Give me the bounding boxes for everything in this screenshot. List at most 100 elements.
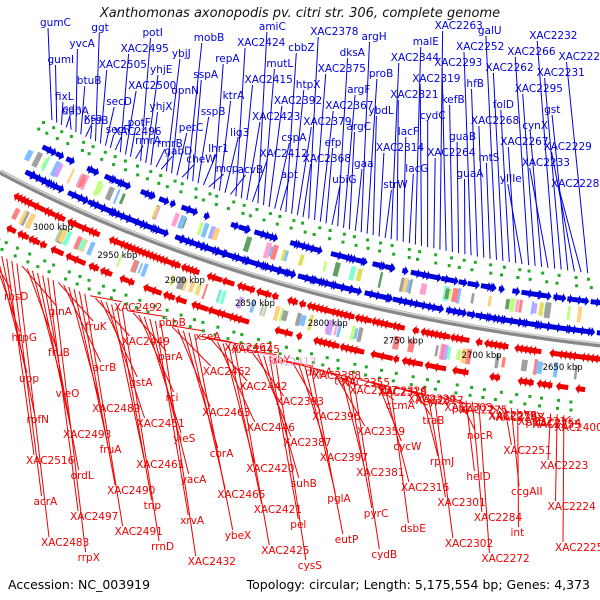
leader-line	[566, 61, 589, 274]
marker-dot	[489, 271, 493, 275]
leader-line	[427, 393, 446, 498]
marker-dot	[310, 352, 313, 356]
reverse-gene-arrow	[298, 299, 307, 309]
forward-gene-arrow	[557, 293, 567, 304]
gene-label: XAC2397	[320, 452, 368, 464]
marker-dot	[87, 287, 91, 291]
feature-block	[280, 249, 287, 261]
leader-line	[352, 378, 380, 550]
feature-block	[78, 176, 87, 187]
marker-dot	[437, 380, 441, 384]
leader-line	[298, 364, 329, 453]
leader-line	[504, 406, 512, 446]
forward-gene-arrow	[449, 306, 458, 317]
feature-block	[180, 277, 189, 292]
leader-line	[492, 72, 504, 261]
gene-label: XAC2355	[342, 377, 390, 389]
gene-label: XAC2387	[283, 437, 331, 449]
marker-dot	[569, 400, 573, 404]
scale-tick-label: 3000 kbp	[33, 223, 73, 233]
reverse-gene-arrow	[555, 381, 569, 392]
gene-label: XAC2344	[391, 52, 440, 64]
gene-label: tnp	[144, 500, 162, 512]
marker-dot	[366, 246, 370, 250]
marker-dot	[226, 337, 230, 341]
gene-label: XAC2231	[537, 67, 585, 79]
gene-label: sspB	[201, 106, 226, 118]
feature-block	[219, 290, 228, 305]
leader-line	[343, 94, 356, 228]
marker-dot	[341, 240, 345, 244]
feature-block	[294, 312, 302, 327]
gene-label: rmrB	[157, 138, 183, 150]
marker-dot	[43, 259, 47, 263]
marker-dot	[215, 194, 219, 198]
marker-dot	[15, 246, 19, 250]
leader-line	[402, 136, 407, 242]
forward-gene-arrow	[359, 256, 368, 267]
gene-label: cdh	[62, 103, 81, 115]
gene-label: cynX	[423, 396, 449, 408]
gene-label: nocR	[467, 430, 493, 442]
forward-gene-arrow	[89, 167, 100, 177]
genome-summary: Topology: circular; Length: 5,175,554 bp…	[246, 577, 590, 592]
gene-label: fruB	[48, 347, 70, 359]
marker-dot	[541, 271, 545, 275]
feature-block	[196, 221, 205, 236]
marker-dot	[136, 173, 140, 177]
leader-line	[308, 36, 319, 219]
gene-label: XAC2425	[261, 545, 309, 557]
leader-line	[140, 37, 151, 161]
reverse-gene-arrow	[558, 349, 566, 360]
leader-line	[421, 392, 439, 457]
gene-label: yvcA	[69, 38, 95, 50]
forward-gene-arrow	[567, 294, 574, 304]
marker-dot	[78, 275, 82, 278]
marker-dot	[47, 270, 51, 274]
forward-gene-arrow	[445, 276, 459, 286]
marker-dot	[447, 264, 451, 268]
gene-label: XAC2492	[114, 302, 162, 314]
marker-dot	[180, 182, 184, 186]
forward-gene-arrow	[570, 324, 578, 335]
leader-line	[402, 388, 424, 396]
leader-line	[155, 148, 166, 168]
reverse-gene-arrow	[433, 362, 447, 373]
marker-dot	[455, 383, 459, 387]
feature-block	[487, 296, 493, 307]
gene-label: XAC2319	[412, 73, 460, 85]
reverse-gene-arrow	[271, 291, 279, 302]
marker-dot	[540, 396, 543, 400]
feature-block	[53, 162, 64, 178]
gene-label: dapA	[62, 106, 90, 118]
leader-line	[547, 413, 552, 461]
scale-tick-label: 2950 kbp	[97, 251, 137, 261]
leader-line	[530, 410, 534, 418]
forward-gene-arrow	[376, 261, 387, 271]
leader-line	[354, 168, 363, 231]
forward-gene-arrow	[543, 321, 552, 332]
marker-dot	[240, 333, 244, 336]
feature-block	[532, 359, 539, 375]
marker-dot	[4, 241, 8, 245]
marker-dot	[378, 376, 382, 380]
marker-dot	[407, 256, 411, 259]
feature-block	[518, 299, 524, 313]
scale-tick-label: 2800 kbp	[308, 319, 348, 329]
reverse-gene-arrow	[263, 289, 272, 300]
feature-block	[236, 296, 244, 309]
leader-line	[497, 405, 505, 413]
marker-dot	[45, 131, 49, 135]
forward-gene-arrow	[384, 292, 392, 303]
feature-block	[520, 359, 528, 372]
reverse-gene-arrow	[575, 383, 586, 394]
leader-line	[471, 401, 483, 513]
marker-dot	[489, 263, 493, 267]
marker-dot	[434, 261, 438, 265]
gene-label: yieS	[173, 433, 196, 445]
leader-line	[109, 134, 115, 149]
feature-block	[576, 306, 583, 323]
leader-line	[186, 42, 203, 180]
marker-dot	[239, 341, 243, 345]
feature-block	[455, 349, 462, 361]
